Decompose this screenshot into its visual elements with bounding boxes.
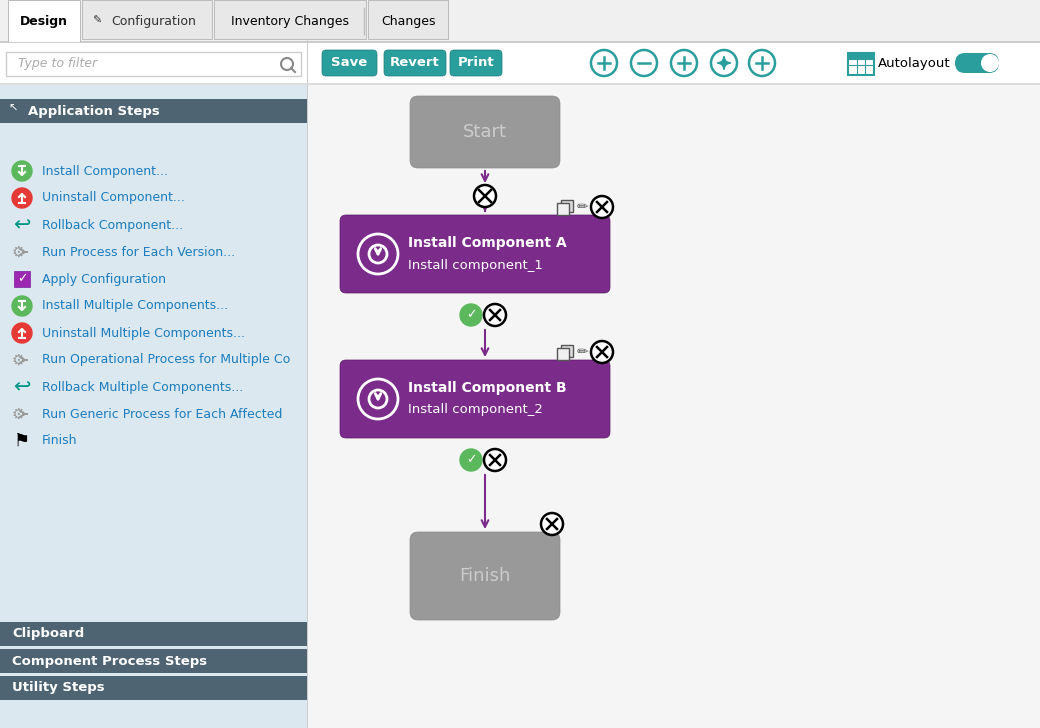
Text: Rollback Multiple Components...: Rollback Multiple Components... [42,381,243,394]
Circle shape [12,161,32,181]
Circle shape [484,304,506,326]
Circle shape [591,196,613,218]
Text: Utility Steps: Utility Steps [12,681,105,695]
FancyBboxPatch shape [384,50,446,76]
Text: Run Generic Process for Each Affected: Run Generic Process for Each Affected [42,408,283,421]
Text: Run Process for Each Version...: Run Process for Each Version... [42,245,235,258]
Circle shape [541,513,563,535]
Text: Autolayout: Autolayout [878,57,951,69]
Text: ✓: ✓ [466,309,476,322]
Bar [6,52,301,76]
Circle shape [12,188,32,208]
FancyBboxPatch shape [450,50,502,76]
Text: Type to filter: Type to filter [18,58,97,71]
Bar [8,0,80,42]
Text: ✓: ✓ [466,454,476,467]
Text: ⚙: ⚙ [11,352,25,368]
Bar [0,42,1040,43]
Text: ✎: ✎ [92,16,101,26]
Circle shape [12,296,32,316]
Text: ⚙: ⚙ [11,245,25,259]
Bar [0,41,1040,42]
Bar [0,622,307,646]
Text: Clipboard: Clipboard [12,628,84,641]
Text: Install Component A: Install Component A [408,236,567,250]
Bar [307,42,1040,84]
Text: ↩: ↩ [14,215,31,235]
Text: Install Multiple Components...: Install Multiple Components... [42,299,228,312]
FancyBboxPatch shape [410,96,560,168]
Bar [0,42,307,84]
Text: Application Steps: Application Steps [28,105,160,117]
Bar [0,0,1040,42]
Circle shape [474,185,496,207]
Text: Finish: Finish [460,567,511,585]
Bar [0,676,307,700]
Circle shape [460,304,482,326]
Bar [561,345,573,357]
Bar [848,53,874,59]
FancyBboxPatch shape [955,53,999,73]
FancyBboxPatch shape [340,215,610,293]
Bar [0,99,307,123]
Circle shape [591,341,613,363]
Text: Rollback Component...: Rollback Component... [42,218,183,232]
Circle shape [12,323,32,343]
Bar [557,203,569,215]
Bar [561,200,573,212]
Bar [848,53,874,75]
Bar [368,0,448,39]
Circle shape [460,449,482,471]
Text: ⚑: ⚑ [14,432,30,450]
Text: Changes: Changes [381,15,436,28]
Bar [0,83,1040,84]
Text: ⚙: ⚙ [11,406,25,422]
Text: ✓: ✓ [17,272,27,285]
Text: Run Operational Process for Multiple Co: Run Operational Process for Multiple Co [42,354,290,366]
Text: Apply Configuration: Apply Configuration [42,272,166,285]
Text: Start: Start [463,123,508,141]
Bar [557,348,569,360]
Text: Uninstall Component...: Uninstall Component... [42,191,185,205]
Text: Install component_1: Install component_1 [408,258,543,272]
Text: ✏: ✏ [576,200,588,214]
Bar [0,84,1040,85]
Bar [0,84,307,728]
Text: Inventory Changes: Inventory Changes [231,15,349,28]
Text: Design: Design [20,15,68,28]
Text: Save: Save [332,57,367,69]
Text: Revert: Revert [390,57,440,69]
Text: Install component_2: Install component_2 [408,403,543,416]
Text: ✏: ✏ [576,345,588,359]
FancyBboxPatch shape [410,532,560,620]
Text: Configuration: Configuration [111,15,197,28]
Text: ↩: ↩ [14,377,31,397]
Text: Install Component B: Install Component B [408,381,567,395]
Text: Install Component...: Install Component... [42,165,168,178]
Circle shape [981,54,999,72]
Text: Finish: Finish [42,435,78,448]
Bar [307,84,1040,728]
Bar [82,0,212,39]
Bar [0,649,307,673]
Text: Print: Print [458,57,494,69]
Text: Component Process Steps: Component Process Steps [12,654,207,668]
Text: Uninstall Multiple Components...: Uninstall Multiple Components... [42,326,245,339]
Bar [14,271,30,287]
FancyBboxPatch shape [322,50,378,76]
Bar [214,0,366,39]
Circle shape [484,449,506,471]
FancyBboxPatch shape [340,360,610,438]
Text: ↖: ↖ [8,104,18,114]
